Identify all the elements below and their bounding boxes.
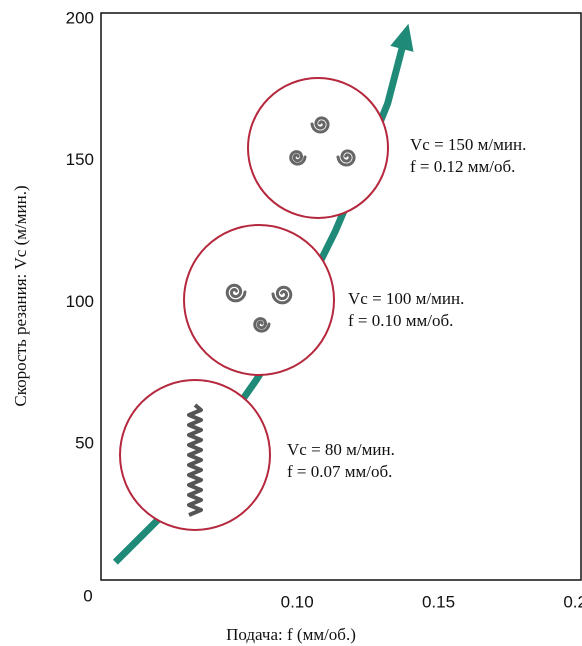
annotation-line: Vc = 80 м/мин. bbox=[287, 440, 395, 459]
y-tick-label: 200 bbox=[66, 8, 94, 27]
chip-spiral bbox=[310, 116, 330, 134]
x-tick-label: 0.20 bbox=[563, 592, 582, 611]
chip-spiral bbox=[225, 283, 247, 303]
chip-spiral bbox=[253, 317, 271, 333]
plot-frame bbox=[100, 12, 582, 581]
x-tick-label: 0.15 bbox=[422, 592, 455, 611]
annotation-line: f = 0.12 мм/об. bbox=[410, 157, 515, 176]
x-tick-label: 0.10 bbox=[281, 592, 314, 611]
annotation-line: Vc = 100 м/мин. bbox=[348, 289, 464, 308]
trend-arrowhead bbox=[390, 23, 414, 52]
y-tick-label: 150 bbox=[66, 150, 94, 169]
y-tick-label: 50 bbox=[75, 434, 94, 453]
chip-layer bbox=[187, 116, 356, 517]
annotation-line: f = 0.07 мм/об. bbox=[287, 462, 392, 481]
annotation-line: Vc = 150 м/мин. bbox=[410, 135, 526, 154]
chip-circle bbox=[119, 379, 271, 531]
annotation-line: f = 0.10 мм/об. bbox=[348, 311, 453, 330]
chip-spiral bbox=[289, 150, 307, 166]
chip-coil bbox=[187, 403, 203, 517]
chip-spiral bbox=[271, 285, 293, 305]
origin-label: 0 bbox=[83, 586, 92, 605]
circle-layer bbox=[119, 77, 389, 531]
y-tick-label: 100 bbox=[66, 292, 94, 311]
chip-spiral bbox=[336, 149, 356, 167]
chip-circle bbox=[247, 77, 389, 219]
x-axis-title: Подача: f (мм/об.) bbox=[226, 625, 356, 644]
y-axis-title: Скорость резания: Vc (м/мин.) bbox=[11, 185, 30, 406]
chip-circle bbox=[183, 224, 335, 376]
